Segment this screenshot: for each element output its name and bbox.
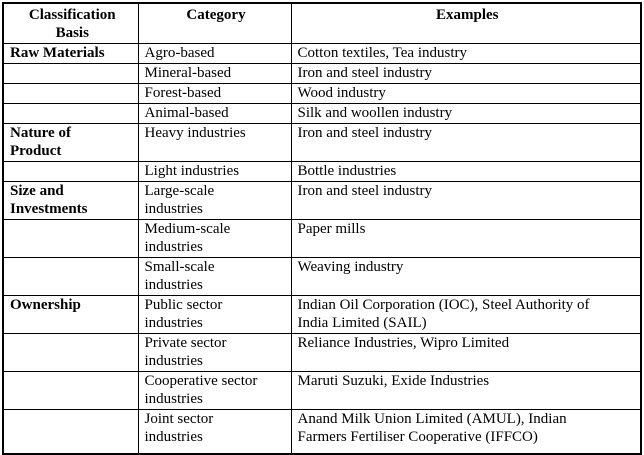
examples-cell: Indian Oil Corporation (IOC), Steel Auth…: [290, 295, 642, 334]
basis-cell: Ownership: [2, 295, 139, 334]
category-cell: Agro-based: [137, 43, 292, 64]
basis-cell: [2, 409, 139, 455]
examples-cell: Weaving industry: [290, 257, 642, 296]
examples-cell: Iron and steel industry: [290, 123, 642, 162]
table-header: Classification Basis Category Examples: [2, 2, 642, 44]
category-cell: Public sector industries: [137, 295, 292, 334]
examples-cell: Iron and steel industry: [290, 63, 642, 84]
examples-cell: Bottle industries: [290, 161, 642, 182]
examples-cell: Wood industry: [290, 83, 642, 104]
table-row: Joint sector industries Anand Milk Union …: [2, 409, 642, 455]
table-row: Private sector industries Reliance Indust…: [2, 333, 642, 372]
basis-cell: [2, 83, 139, 104]
table-row: Cooperative sector industries Maruti Suzu…: [2, 371, 642, 410]
examples-cell: Iron and steel industry: [290, 181, 642, 220]
table-row: Ownership Public sector industries Indian …: [2, 295, 642, 334]
category-cell: Large-scale industries: [137, 181, 292, 220]
table-row: Medium-scale industries Paper mills: [2, 219, 642, 258]
category-cell: Forest-based: [137, 83, 292, 104]
examples-cell: Reliance Industries, Wipro Limited: [290, 333, 642, 372]
examples-cell: Cotton textiles, Tea industry: [290, 43, 642, 64]
category-cell: Joint sector industries: [137, 409, 292, 455]
basis-cell: [2, 371, 139, 410]
basis-cell: Nature of Product: [2, 123, 139, 162]
category-cell: Private sector industries: [137, 333, 292, 372]
basis-cell: Raw Materials: [2, 43, 139, 64]
category-cell: Light industries: [137, 161, 292, 182]
basis-cell: [2, 161, 139, 182]
header-classification-basis: Classification Basis: [2, 2, 139, 44]
table-row: Size and Investments Large-scale industri…: [2, 181, 642, 220]
category-cell: Medium-scale industries: [137, 219, 292, 258]
category-cell: Cooperative sector industries: [137, 371, 292, 410]
table-row: Small-scale industries Weaving industry: [2, 257, 642, 296]
category-cell: Animal-based: [137, 103, 292, 124]
header-examples: Examples: [290, 2, 642, 44]
examples-cell: Paper mills: [290, 219, 642, 258]
basis-cell: [2, 333, 139, 372]
basis-cell: [2, 219, 139, 258]
basis-cell: Size and Investments: [2, 181, 139, 220]
header-category: Category: [137, 2, 292, 44]
table-row: Forest-based Wood industry: [2, 83, 642, 104]
table-body: Raw Materials Agro-based Cotton textiles, …: [2, 43, 642, 455]
examples-cell: Anand Milk Union Limited (AMUL), Indian …: [290, 409, 642, 455]
basis-cell: [2, 63, 139, 84]
basis-cell: [2, 257, 139, 296]
category-cell: Mineral-based: [137, 63, 292, 84]
category-cell: Small-scale industries: [137, 257, 292, 296]
basis-cell: [2, 103, 139, 124]
table-row: Animal-based Silk and woollen industry: [2, 103, 642, 124]
examples-cell: Maruti Suzuki, Exide Industries: [290, 371, 642, 410]
header-row: Classification Basis Category Examples: [2, 2, 642, 44]
table-row: Light industries Bottle industries: [2, 161, 642, 182]
table-row: Raw Materials Agro-based Cotton textiles, …: [2, 43, 642, 64]
table-row: Mineral-based Iron and steel industry: [2, 63, 642, 84]
table-row: Nature of Product Heavy industries Iron an…: [2, 123, 642, 162]
examples-cell: Silk and woollen industry: [290, 103, 642, 124]
category-cell: Heavy industries: [137, 123, 292, 162]
